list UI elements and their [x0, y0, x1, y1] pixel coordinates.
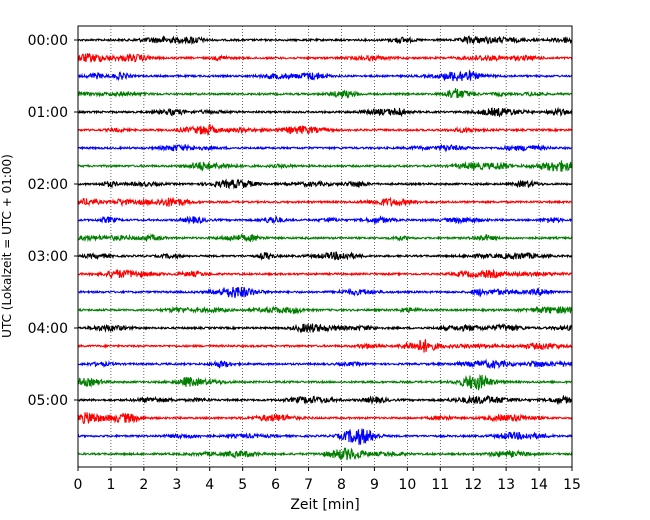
x-tick-label: 2: [139, 477, 148, 493]
seismogram-trace: [77, 394, 573, 406]
seismogram-trace: [77, 251, 573, 261]
seismogram-trace: [77, 233, 573, 243]
seismogram-trace: [77, 428, 573, 445]
seismogram-trace: [77, 447, 573, 461]
seismogram-traces: [77, 35, 573, 461]
seismogram-trace: [77, 68, 573, 82]
x-axis-label: Zeit [min]: [290, 497, 359, 513]
y-tick-label: 05:00: [28, 393, 68, 409]
x-tick-label: 14: [530, 477, 548, 493]
x-tick-label: 10: [398, 477, 416, 493]
seismogram-trace: [77, 52, 573, 63]
seismogram-trace: [77, 339, 573, 353]
seismogram-trace: [77, 143, 573, 153]
x-tick-label: 9: [370, 477, 379, 493]
seismogram-trace: [77, 88, 573, 100]
y-tick-label: 01:00: [28, 105, 68, 121]
x-tick-label: 12: [464, 477, 482, 493]
x-tick-label: 13: [497, 477, 515, 493]
seismogram-trace: [77, 196, 573, 208]
seismogram-trace: [77, 160, 573, 172]
y-tick-label: 00:00: [28, 33, 68, 49]
seismogram-trace: [77, 123, 573, 136]
seismogram-trace: [77, 214, 573, 225]
seismogram-trace: [77, 323, 573, 334]
seismogram-trace: [77, 286, 573, 298]
seismogram-trace: [77, 305, 573, 315]
x-tick-label: 4: [205, 477, 214, 493]
plot-area: [78, 26, 572, 467]
x-axis-ticks: 0 1 2 3 4 5 6 7 8 9 10 11 12 13 14 15: [74, 467, 581, 493]
x-tick-label: 6: [271, 477, 280, 493]
y-axis-ticks: 00:00 01:00 02:00 03:00 04:00 05:00: [28, 33, 78, 409]
y-tick-label: 03:00: [28, 249, 68, 265]
x-tick-label: 8: [337, 477, 346, 493]
seismogram-trace: [77, 358, 573, 370]
x-tick-label: 1: [106, 477, 115, 493]
seismogram-trace: [77, 412, 573, 425]
plot-frame: [77, 25, 573, 468]
y-tick-label: 04:00: [28, 321, 68, 337]
seismogram-trace: [77, 35, 573, 46]
x-tick-label: 15: [563, 477, 581, 493]
x-tick-label: 0: [74, 477, 83, 493]
x-tick-label: 5: [238, 477, 247, 493]
seismogram-trace: [77, 268, 573, 279]
y-axis-label: UTC (Lokalzeit = UTC + 01:00): [0, 154, 14, 338]
x-tick-label: 3: [172, 477, 181, 493]
seismogram-trace: [77, 106, 573, 118]
seismogram-trace: [77, 178, 573, 190]
y-tick-label: 02:00: [28, 177, 68, 193]
seismogram-trace: [77, 373, 573, 391]
x-tick-label: 11: [431, 477, 449, 493]
x-tick-label: 7: [304, 477, 313, 493]
